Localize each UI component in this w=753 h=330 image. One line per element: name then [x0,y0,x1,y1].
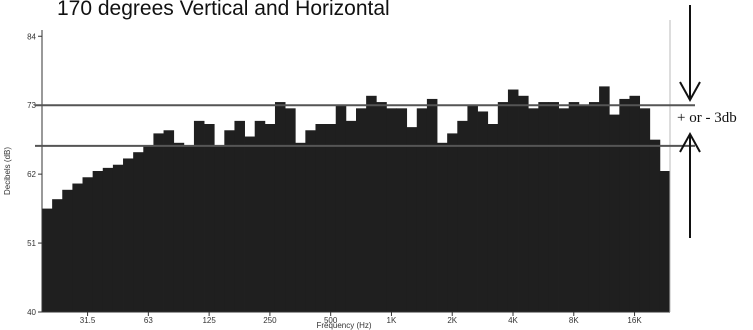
y-ticks-group: 84 73 62 51 40 [27,32,42,317]
up-arrow-icon [679,131,701,238]
bar-56 [609,114,620,312]
x-tick-label-5: 1K [387,316,397,325]
bar-52 [568,102,580,312]
bar-32 [366,95,377,312]
y-tick-label-4: 40 [27,308,36,317]
bar-6 [102,167,114,312]
bar-11 [153,133,164,312]
bar-18 [224,130,235,312]
bar-49 [538,102,549,312]
x-tick-label-3: 250 [263,316,277,325]
bar-60 [649,139,661,312]
bar-13 [173,142,185,312]
bar-36 [406,127,418,312]
bar-26 [305,130,316,312]
x-ticks-group: 31.5 63 125 250 500 1K 2K 4K 8K 16K [80,312,642,325]
bar-42 [467,105,478,312]
bar-24 [285,108,296,312]
bar-51 [558,108,570,312]
bar-9 [133,152,144,312]
bar-50 [548,102,559,312]
bar-61 [659,171,671,312]
bar-10 [143,145,154,312]
y-tick-label-2: 62 [27,170,36,179]
bar-2 [62,189,73,312]
bar-44 [487,124,499,312]
bar-47 [518,95,529,312]
bar-16 [204,124,215,312]
x-tick-label-8: 8K [569,316,579,325]
bar-31 [356,108,367,312]
bar-37 [416,108,428,312]
bar-23 [274,102,286,312]
bar-40 [447,133,458,312]
x-tick-label-2: 125 [202,316,216,325]
bar-43 [477,111,489,312]
bars-group [42,86,671,313]
y-tick-label-3: 51 [27,239,36,248]
x-tick-label-4: 500 [324,316,338,325]
x-tick-label-7: 4K [508,316,518,325]
reference-lines-group [35,104,695,147]
bar-53 [578,105,590,312]
bar-48 [528,108,539,312]
bar-15 [193,120,205,313]
bar-20 [244,136,256,312]
x-tick-label-9: 16K [627,316,642,325]
bar-8 [123,158,134,312]
x-tick-label-0: 31.5 [80,316,96,325]
bar-22 [264,124,276,312]
bar-57 [619,98,630,313]
bar-35 [396,108,408,312]
bar-19 [234,120,245,313]
bar-59 [639,108,651,312]
bar-5 [92,171,104,312]
bar-0 [42,208,53,312]
bar-38 [426,98,438,313]
bar-55 [599,86,610,313]
down-arrow-icon [679,5,701,103]
bar-12 [163,130,175,312]
x-tick-label-1: 63 [144,316,153,325]
bar-46 [507,89,519,312]
chart-title: 170 degrees Vertical and Horizontal [57,0,390,20]
axes-group [41,20,671,313]
bar-4 [82,177,94,312]
bar-39 [437,142,448,312]
y-tick-label-0: 84 [27,32,36,41]
bar-29 [335,105,347,312]
bar-25 [295,142,306,312]
bar-14 [183,145,195,312]
y-tick-label-1: 73 [27,101,36,110]
bar-28 [325,124,337,312]
bar-30 [345,120,357,313]
bar-7 [112,164,124,312]
bar-21 [254,120,266,313]
tolerance-annotation: + or - 3db [677,110,737,126]
bar-34 [386,108,397,312]
bar-27 [315,124,327,312]
y-axis-label: Decibels (dB) [3,147,12,195]
bar-45 [497,102,509,312]
x-tick-label-6: 2K [447,316,457,325]
bar-41 [457,120,468,313]
x-axis-label: Frequency (Hz) [316,321,371,330]
bar-17 [214,145,225,312]
bar-54 [588,102,600,312]
bar-58 [629,95,641,312]
bar-1 [52,199,63,312]
bar-33 [376,102,387,312]
bar-3 [72,183,83,312]
